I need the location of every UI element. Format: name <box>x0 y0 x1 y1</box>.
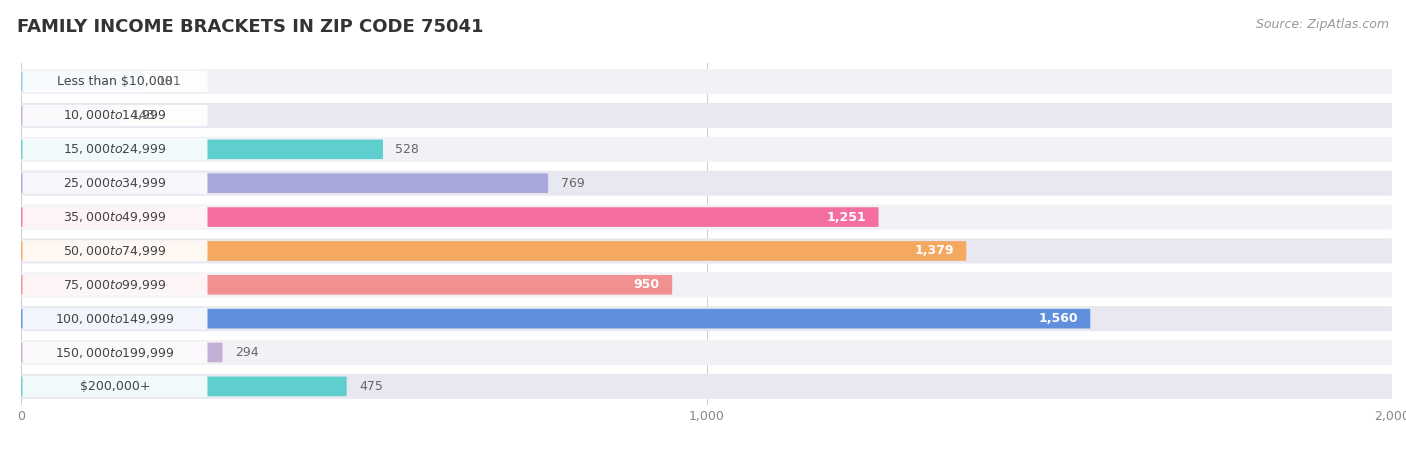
Text: 1,379: 1,379 <box>914 244 953 257</box>
Text: 950: 950 <box>634 278 659 291</box>
Text: $10,000 to $14,999: $10,000 to $14,999 <box>63 108 167 122</box>
FancyBboxPatch shape <box>21 374 1392 399</box>
Text: $50,000 to $74,999: $50,000 to $74,999 <box>63 244 167 258</box>
Text: FAMILY INCOME BRACKETS IN ZIP CODE 75041: FAMILY INCOME BRACKETS IN ZIP CODE 75041 <box>17 18 484 36</box>
FancyBboxPatch shape <box>21 272 1392 297</box>
Text: 528: 528 <box>395 143 419 156</box>
FancyBboxPatch shape <box>21 140 382 159</box>
FancyBboxPatch shape <box>21 72 145 91</box>
FancyBboxPatch shape <box>22 308 208 329</box>
Text: Source: ZipAtlas.com: Source: ZipAtlas.com <box>1256 18 1389 31</box>
Text: $25,000 to $34,999: $25,000 to $34,999 <box>63 176 167 190</box>
FancyBboxPatch shape <box>22 207 208 228</box>
FancyBboxPatch shape <box>22 173 208 194</box>
FancyBboxPatch shape <box>21 173 548 193</box>
Text: $35,000 to $49,999: $35,000 to $49,999 <box>63 210 167 224</box>
FancyBboxPatch shape <box>21 238 1392 263</box>
FancyBboxPatch shape <box>21 306 1392 331</box>
FancyBboxPatch shape <box>21 377 347 396</box>
FancyBboxPatch shape <box>21 106 120 125</box>
Text: Less than $10,000: Less than $10,000 <box>58 75 173 88</box>
FancyBboxPatch shape <box>22 274 208 295</box>
FancyBboxPatch shape <box>21 275 672 295</box>
FancyBboxPatch shape <box>21 207 879 227</box>
FancyBboxPatch shape <box>22 139 208 160</box>
Text: $150,000 to $199,999: $150,000 to $199,999 <box>55 346 174 360</box>
FancyBboxPatch shape <box>21 69 1392 94</box>
FancyBboxPatch shape <box>21 340 1392 365</box>
Text: 1,251: 1,251 <box>827 211 866 224</box>
Text: 294: 294 <box>235 346 259 359</box>
FancyBboxPatch shape <box>21 103 1392 128</box>
FancyBboxPatch shape <box>22 376 208 397</box>
FancyBboxPatch shape <box>22 342 208 363</box>
Text: 475: 475 <box>359 380 382 393</box>
FancyBboxPatch shape <box>21 171 1392 196</box>
Text: 181: 181 <box>157 75 181 88</box>
FancyBboxPatch shape <box>21 309 1091 328</box>
FancyBboxPatch shape <box>22 71 208 92</box>
Text: $200,000+: $200,000+ <box>80 380 150 393</box>
Text: 769: 769 <box>561 177 585 190</box>
FancyBboxPatch shape <box>21 343 222 362</box>
Text: $15,000 to $24,999: $15,000 to $24,999 <box>63 142 167 156</box>
Text: 1,560: 1,560 <box>1039 312 1078 325</box>
Text: $75,000 to $99,999: $75,000 to $99,999 <box>63 278 167 292</box>
FancyBboxPatch shape <box>21 205 1392 230</box>
FancyBboxPatch shape <box>22 240 208 261</box>
Text: 143: 143 <box>131 109 155 122</box>
Text: $100,000 to $149,999: $100,000 to $149,999 <box>55 312 174 326</box>
FancyBboxPatch shape <box>22 105 208 126</box>
FancyBboxPatch shape <box>21 241 966 261</box>
FancyBboxPatch shape <box>21 137 1392 162</box>
